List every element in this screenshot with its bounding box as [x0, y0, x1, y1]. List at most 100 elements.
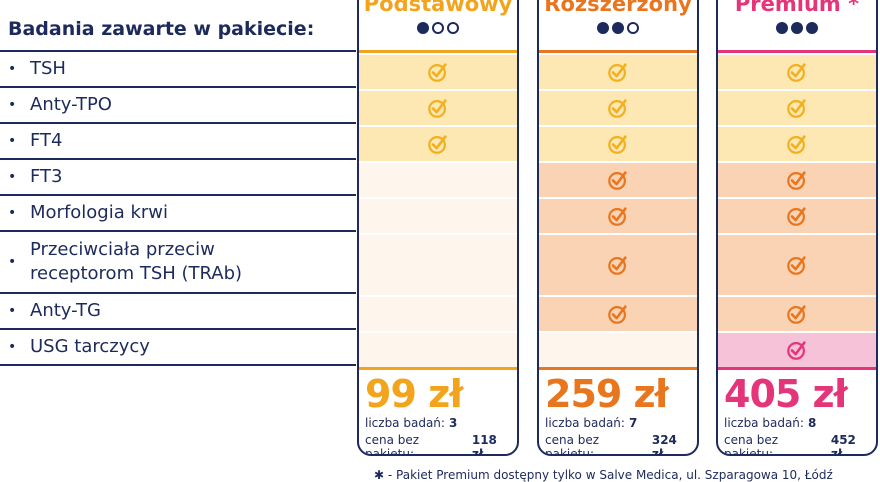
empty-cell [359, 197, 517, 233]
test-name-line: Przeciwciała przeciw [30, 239, 215, 260]
checkmark-icon [787, 207, 806, 226]
accent-bar [718, 367, 876, 370]
level-dot-empty [447, 22, 459, 34]
row-divider [0, 86, 356, 88]
checkmark-icon [608, 305, 627, 324]
row-divider [0, 194, 356, 196]
included-cell [718, 233, 876, 295]
package-price: 99 zł [365, 372, 463, 416]
test-row-label: • USG tarczycy [8, 330, 353, 364]
test-name-line: receptorom TSH (TRAb) [30, 263, 243, 284]
included-cell [718, 295, 876, 331]
included-cell [539, 161, 697, 197]
included-cell [539, 233, 697, 295]
included-cell [718, 89, 876, 125]
checkmark-icon [428, 99, 447, 118]
test-count-value: 8 [807, 416, 817, 430]
package-name: Premium * [734, 0, 860, 16]
included-cell [359, 125, 517, 161]
checkmark-icon [608, 63, 627, 82]
price-without-package-label: cena bez pakietu: [545, 433, 600, 456]
test-count: liczba badań: 3 [365, 416, 511, 430]
bullet: • [8, 339, 17, 355]
row-divider [0, 230, 356, 232]
checkmark-icon [428, 135, 447, 154]
footnote: ✱ - Pakiet Premium dostępny tylko w Salv… [374, 468, 833, 482]
test-name: TSH [30, 58, 66, 79]
test-row-label: • Anty-TG [8, 294, 353, 328]
test-count-value: 7 [628, 416, 638, 430]
checkmark-icon [787, 135, 806, 154]
test-name: USG tarczycy [30, 336, 150, 357]
price-without-package: cena bez pakietu: 118 zł [365, 433, 511, 456]
level-dot-filled [417, 22, 429, 34]
included-cell [539, 53, 697, 89]
test-name: Anty-TG [30, 300, 101, 321]
test-row-label: • Przeciwciała przeciw receptorom TSH (TRA… [8, 232, 353, 292]
bullet: • [8, 303, 17, 319]
bullet: • [8, 254, 17, 270]
included-cell [539, 197, 697, 233]
checkmark-icon [608, 99, 627, 118]
package-price: 259 zł [545, 372, 669, 416]
checkmark-icon [608, 171, 627, 190]
included-cell [718, 197, 876, 233]
checkmark-icon [787, 99, 806, 118]
checkmark-icon [787, 63, 806, 82]
level-indicator [718, 22, 876, 34]
test-row-label: • Anty-TPO [8, 88, 353, 122]
accent-bar [718, 50, 876, 53]
row-divider [0, 122, 356, 124]
table-heading: Badania zawarte w pakiecie: [8, 18, 315, 40]
row-divider [0, 50, 356, 52]
test-name: Anty-TPO [30, 94, 112, 115]
empty-cell [359, 295, 517, 331]
row-divider [0, 328, 356, 330]
checkmark-icon [428, 63, 447, 82]
package-column-rozszerzony: Rozszerzony 259 zł liczba badań: 7 cena bez … [537, 0, 699, 456]
test-name: FT3 [30, 166, 63, 187]
test-count: liczba badań: 7 [545, 416, 691, 430]
package-name: Podstawowy [363, 0, 513, 16]
row-divider [0, 158, 356, 160]
bullet: • [8, 61, 17, 77]
bullet: • [8, 205, 17, 221]
price-without-package-value: 452 zł [830, 433, 856, 456]
empty-cell [359, 331, 517, 367]
row-divider [0, 292, 356, 294]
package-name: Rozszerzony [544, 0, 692, 16]
included-cell [539, 125, 697, 161]
test-count-value: 3 [448, 416, 458, 430]
checkmark-icon [787, 171, 806, 190]
empty-cell [359, 233, 517, 295]
checkmark-icon [608, 207, 627, 226]
bullet: • [8, 169, 17, 185]
included-cell [718, 53, 876, 89]
checkmark-icon [608, 135, 627, 154]
price-without-package-value: 324 zł [651, 433, 677, 456]
test-name: Morfologia krwi [30, 202, 169, 223]
test-count-label: liczba badań: [545, 416, 625, 430]
level-dot-empty [432, 22, 444, 34]
price-without-package-label: cena bez pakietu: [365, 433, 420, 456]
empty-cell [359, 161, 517, 197]
included-cell [539, 295, 697, 331]
test-row-label: • FT4 [8, 124, 353, 158]
test-row-label: • TSH [8, 52, 353, 86]
empty-cell [539, 331, 697, 367]
level-dot-filled [776, 22, 788, 34]
bullet: • [8, 97, 17, 113]
row-divider [0, 364, 356, 366]
included-cell [718, 161, 876, 197]
level-indicator [539, 22, 697, 34]
checkmark-icon [787, 341, 806, 360]
accent-bar [359, 367, 517, 370]
test-row-label: • Morfologia krwi [8, 196, 353, 230]
price-without-package-value: 118 zł [471, 433, 497, 456]
test-count-label: liczba badań: [724, 416, 804, 430]
accent-bar [539, 50, 697, 53]
level-dot-filled [806, 22, 818, 34]
included-cell [539, 89, 697, 125]
price-without-package: cena bez pakietu: 452 zł [724, 433, 870, 456]
test-count-label: liczba badań: [365, 416, 445, 430]
